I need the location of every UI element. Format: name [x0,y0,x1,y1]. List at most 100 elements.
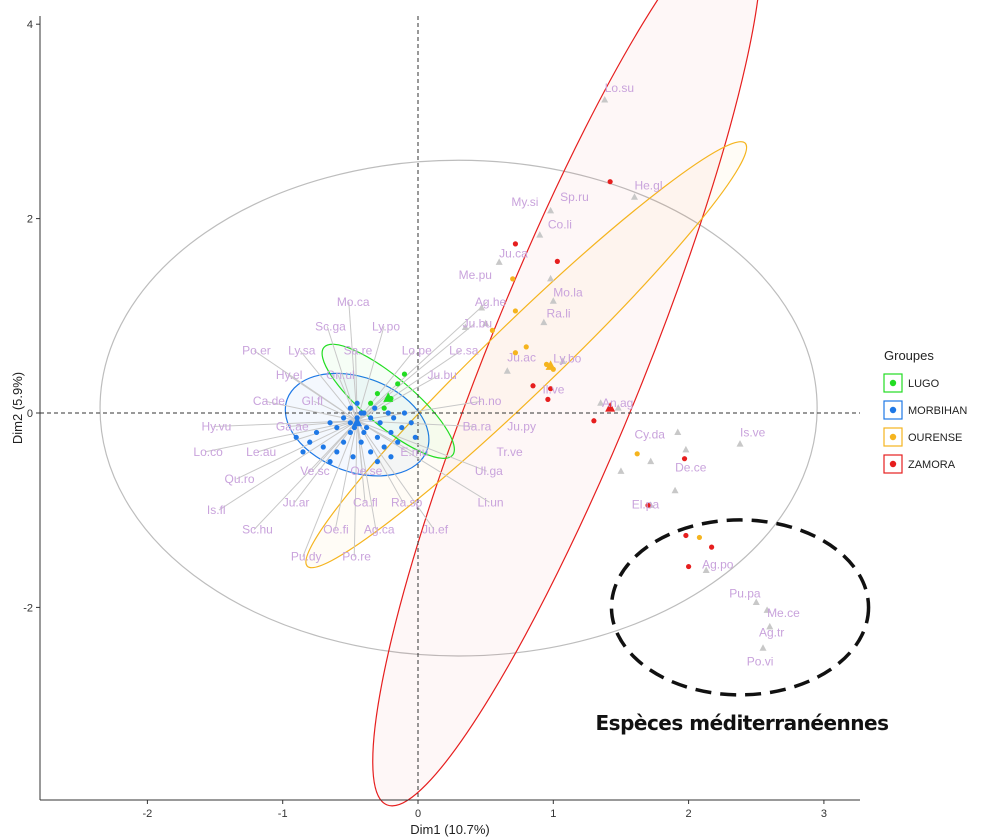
leader-line [313,400,358,422]
legend-items: LUGO MORBIHAN OURENSE ZAMORA [883,373,967,474]
species-label: Ul.ga [475,464,503,478]
species-marker [702,566,710,573]
point-morbihan [377,420,383,426]
point-morbihan [327,420,333,426]
species-label: Me.pu [459,268,492,282]
leader-line [205,420,358,453]
point-lugo [401,371,408,377]
point-morbihan [388,429,394,436]
point-morbihan [300,449,306,455]
species-label: Gl.fl [302,394,323,408]
species-marker [617,467,625,474]
species-label: Ga.ae [276,419,309,433]
species-label: Po.er [242,344,271,358]
leader-line [299,350,358,422]
point-morbihan [340,439,347,445]
species-label: Ra.sp [391,495,423,509]
species-marker [763,606,771,613]
point-morbihan [368,415,374,421]
point-morbihan [334,424,340,431]
point-ourense [512,350,519,356]
ellipse-ourense [305,141,748,569]
leader-line [357,400,482,422]
species-label: An.ag [602,396,633,410]
overall-ellipse [99,159,818,657]
species-label: Mo.ca [337,295,370,309]
species-marker [614,404,622,411]
species-marker [503,367,511,374]
leader-line [355,350,358,421]
point-morbihan [363,424,370,431]
species-label: Ly.sa [288,344,316,358]
species-label: Ca.fl [353,495,378,509]
x-tick-label: 3 [821,808,827,820]
point-ourense [510,276,516,282]
species-label: Hy.el [276,368,302,382]
species-label: Ve.sc [300,464,329,478]
species-marker [549,297,557,304]
species-label: Me.ce [767,606,800,620]
leader-line [302,420,358,557]
species-label: Sc.ga [315,319,346,333]
point-zamora [591,418,597,424]
species-label: Ca.de [253,394,285,408]
point-zamora [686,563,692,570]
species-marker-layer [461,96,774,651]
point-morbihan [293,434,299,440]
x-tick-label: -1 [278,808,288,820]
species-label: Is.fl [207,503,226,517]
species-label: Ju.ac [507,350,536,364]
point-lugo [395,381,401,387]
species-label: Ju.bu [463,316,492,330]
species-marker [547,206,555,214]
species-label: Ju.bu [427,368,456,382]
x-tick-label: 0 [415,808,421,820]
species-label: Ag.po [702,558,734,572]
species-label: Ju.ar [283,495,310,509]
species-marker [536,231,544,238]
point-morbihan [372,405,378,411]
legend-label-morbihan: MORBIHAN [908,405,967,417]
point-zamora [681,456,688,462]
species-label: Oe.se [350,464,382,478]
species-label: Lo.co [193,445,223,459]
species-label: Le.au [246,445,276,459]
species-label: Sc.hu [242,523,273,537]
species-marker [547,274,555,282]
point-morbihan [347,405,353,411]
species-label: Co.li [548,217,572,231]
point-morbihan [327,459,333,465]
point-ourense [634,451,640,457]
point-zamora [607,179,613,185]
species-marker [759,644,767,651]
leader-line [213,420,358,427]
point-zamora [709,544,715,550]
legend-label-zamora: ZAMORA [908,459,956,471]
species-marker [682,445,690,453]
point-zamora [645,502,651,508]
species-label: Ch.no [469,394,501,408]
leader-line [356,350,415,422]
point-morbihan [340,415,347,421]
mediterranean-species-label: Espèces méditerranéennes [596,711,889,735]
point-morbihan [334,449,340,455]
leader-line [326,326,358,421]
species-label: Lo.pe [402,344,432,358]
species-label: Mo.la [553,285,583,299]
point-morbihan [388,454,394,460]
species-label-layer: Lo.su He.gl Sp.ru My.si Co.li Ju.ca Me.pu Mo.la… [193,81,800,668]
legend-title: Groupes [884,348,934,363]
species-label: Po.vi [747,655,774,669]
leader-line [337,374,358,421]
species-marker [752,598,760,606]
point-morbihan [401,410,408,416]
leader-line [356,420,377,530]
species-label: Ba.ra [463,419,492,433]
leader-line [357,420,475,427]
species-label: Ag.ca [364,523,395,537]
point-morbihan [374,434,381,440]
point-morbihan [361,429,367,436]
species-label: Ly.po [372,319,400,333]
species-marker [736,440,744,447]
